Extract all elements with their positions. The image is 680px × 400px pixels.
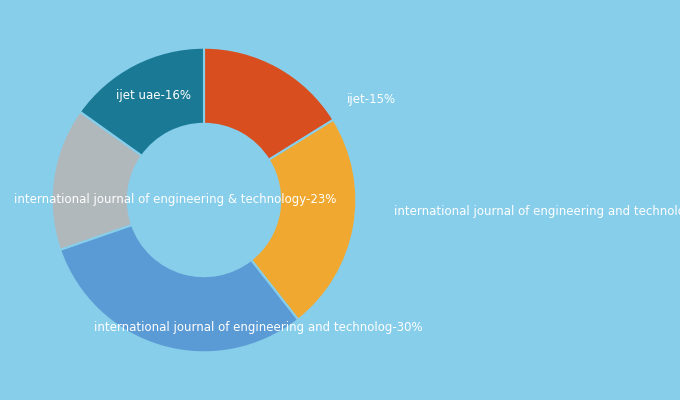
Wedge shape (251, 120, 356, 320)
Text: international journal of engineering and technolog-15%: international journal of engineering and… (394, 206, 680, 218)
Wedge shape (80, 48, 204, 156)
Text: ijet uae-16%: ijet uae-16% (116, 90, 190, 102)
Wedge shape (52, 112, 142, 250)
Text: international journal of engineering and technolog-30%: international journal of engineering and… (94, 322, 423, 334)
Text: ijet-15%: ijet-15% (347, 94, 396, 106)
Wedge shape (204, 48, 333, 160)
Text: international journal of engineering & technology-23%: international journal of engineering & t… (14, 194, 336, 206)
Wedge shape (60, 225, 298, 352)
